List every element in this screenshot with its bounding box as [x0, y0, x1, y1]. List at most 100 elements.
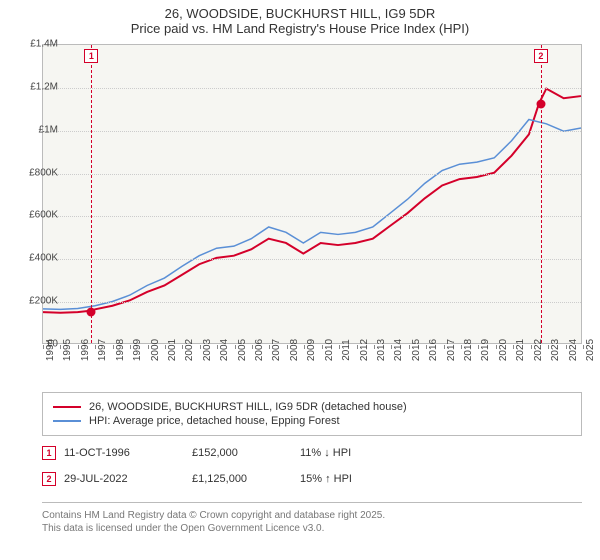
y-axis-label: £1.2M [18, 81, 58, 92]
marker-vline [91, 45, 92, 343]
x-tick [78, 345, 79, 349]
x-axis-label: 2023 [550, 339, 561, 361]
x-tick [583, 345, 584, 349]
x-axis-label: 2014 [393, 339, 404, 361]
x-axis-label: 2024 [568, 339, 579, 361]
x-axis-label: 1995 [62, 339, 73, 361]
marker-vline [541, 45, 542, 343]
marker-dot [87, 308, 96, 317]
x-axis-label: 2003 [202, 339, 213, 361]
x-axis-label: 2010 [324, 339, 335, 361]
chart-container: 26, WOODSIDE, BUCKHURST HILL, IG9 5DR Pr… [0, 0, 600, 560]
gridline-h [43, 88, 581, 89]
footer-line1: Contains HM Land Registry data © Crown c… [42, 509, 582, 522]
x-tick [252, 345, 253, 349]
x-axis-label: 2005 [237, 339, 248, 361]
x-axis-label: 2009 [306, 339, 317, 361]
x-axis-label: 2011 [341, 339, 352, 361]
transaction-hpi: 11% ↓ HPI [300, 447, 390, 459]
gridline-h [43, 259, 581, 260]
legend-label: HPI: Average price, detached house, Eppi… [89, 415, 340, 427]
x-axis-label: 2021 [515, 339, 526, 361]
x-axis-label: 2016 [428, 339, 439, 361]
x-tick [444, 345, 445, 349]
transaction-date: 29-JUL-2022 [64, 473, 184, 485]
y-axis-label: £800K [18, 167, 58, 178]
x-axis-label: 2019 [480, 339, 491, 361]
gridline-h [43, 302, 581, 303]
x-axis-label: 1998 [115, 339, 126, 361]
title-address: 26, WOODSIDE, BUCKHURST HILL, IG9 5DR [0, 6, 600, 21]
x-axis-label: 1999 [132, 339, 143, 361]
transaction-row: 1 11-OCT-1996 £152,000 11% ↓ HPI [42, 440, 582, 466]
x-tick [461, 345, 462, 349]
x-tick [409, 345, 410, 349]
x-tick [165, 345, 166, 349]
y-axis-label: £200K [18, 296, 58, 307]
title-subtitle: Price paid vs. HM Land Registry's House … [0, 21, 600, 36]
x-axis-label: 1994 [45, 339, 56, 361]
x-axis-label: 2020 [498, 339, 509, 361]
gridline-h [43, 216, 581, 217]
legend-swatch [53, 406, 81, 408]
chart-svg [43, 45, 581, 343]
gridline-h [43, 174, 581, 175]
legend-swatch [53, 420, 81, 422]
legend-row: HPI: Average price, detached house, Eppi… [53, 415, 571, 427]
x-axis-label: 2007 [271, 339, 282, 361]
x-axis-label: 2001 [167, 339, 178, 361]
transaction-date: 11-OCT-1996 [64, 447, 184, 459]
transaction-row: 2 29-JUL-2022 £1,125,000 15% ↑ HPI [42, 466, 582, 492]
y-axis-label: £1.4M [18, 39, 58, 50]
x-tick [130, 345, 131, 349]
footer-line2: This data is licensed under the Open Gov… [42, 522, 582, 535]
x-tick [200, 345, 201, 349]
marker-dot [536, 99, 545, 108]
x-tick [235, 345, 236, 349]
series-line [43, 120, 581, 310]
footer-attribution: Contains HM Land Registry data © Crown c… [42, 502, 582, 535]
series-line [43, 89, 581, 313]
x-axis-label: 2004 [219, 339, 230, 361]
x-axis-label: 1997 [97, 339, 108, 361]
transaction-price: £152,000 [192, 447, 292, 459]
transaction-marker: 2 [42, 472, 56, 486]
x-tick [339, 345, 340, 349]
legend-label: 26, WOODSIDE, BUCKHURST HILL, IG9 5DR (d… [89, 401, 407, 413]
y-axis-label: £1M [18, 124, 58, 135]
legend-row: 26, WOODSIDE, BUCKHURST HILL, IG9 5DR (d… [53, 401, 571, 413]
x-axis-label: 2000 [150, 339, 161, 361]
legend: 26, WOODSIDE, BUCKHURST HILL, IG9 5DR (d… [42, 392, 582, 436]
transaction-hpi: 15% ↑ HPI [300, 473, 390, 485]
marker-callout: 1 [84, 49, 98, 63]
x-axis-label: 2013 [376, 339, 387, 361]
transaction-price: £1,125,000 [192, 473, 292, 485]
plot-area: 12 [42, 44, 582, 344]
x-axis-label: 1996 [80, 339, 91, 361]
x-tick [374, 345, 375, 349]
transaction-table: 1 11-OCT-1996 £152,000 11% ↓ HPI 2 29-JUL-202… [42, 440, 582, 492]
x-tick [531, 345, 532, 349]
x-tick [357, 345, 358, 349]
y-axis-label: £600K [18, 210, 58, 221]
marker-callout: 2 [534, 49, 548, 63]
x-tick [566, 345, 567, 349]
x-axis-label: 2002 [184, 339, 195, 361]
x-tick [496, 345, 497, 349]
gridline-h [43, 131, 581, 132]
x-tick [322, 345, 323, 349]
x-axis-label: 2006 [254, 339, 265, 361]
x-tick [148, 345, 149, 349]
x-axis-label: 2015 [411, 339, 422, 361]
x-axis-label: 2022 [533, 339, 544, 361]
title-block: 26, WOODSIDE, BUCKHURST HILL, IG9 5DR Pr… [0, 0, 600, 36]
x-axis-label: 2017 [446, 339, 457, 361]
x-tick [287, 345, 288, 349]
x-axis-label: 2008 [289, 339, 300, 361]
x-tick [113, 345, 114, 349]
x-axis-label: 2012 [359, 339, 370, 361]
transaction-marker: 1 [42, 446, 56, 460]
x-tick [548, 345, 549, 349]
y-axis-label: £400K [18, 253, 58, 264]
x-axis-label: 2018 [463, 339, 474, 361]
